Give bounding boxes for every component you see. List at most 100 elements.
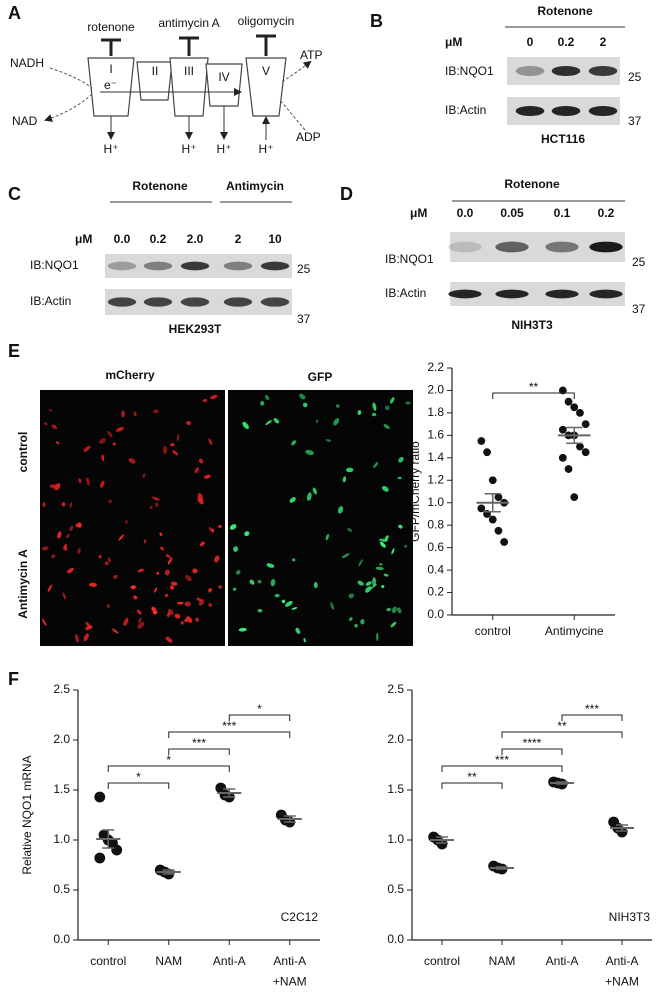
blot-band bbox=[515, 65, 545, 77]
etc-diagram bbox=[44, 34, 312, 140]
blot-band bbox=[551, 105, 581, 117]
cell bbox=[211, 528, 214, 533]
x-tick-label: NAM bbox=[489, 954, 516, 968]
cell-line-label: NIH3T3 bbox=[511, 318, 553, 332]
cell bbox=[153, 409, 159, 414]
cell bbox=[372, 402, 377, 411]
cell bbox=[285, 600, 293, 607]
y-tick-label: 1.0 bbox=[53, 832, 70, 846]
micrographs bbox=[40, 390, 413, 646]
significance-bracket bbox=[441, 765, 563, 772]
cell bbox=[167, 557, 173, 565]
cell bbox=[264, 394, 270, 401]
cell bbox=[381, 585, 385, 589]
cell bbox=[210, 394, 218, 400]
panel-label: B bbox=[370, 11, 383, 31]
y-tick-label: 2.2 bbox=[427, 360, 444, 374]
data-point bbox=[576, 442, 584, 451]
cell bbox=[299, 393, 306, 400]
cell bbox=[101, 454, 105, 462]
panel-label: C bbox=[8, 184, 21, 204]
proton-label: H⁺ bbox=[182, 142, 197, 156]
cell bbox=[289, 497, 296, 503]
cell bbox=[176, 433, 180, 442]
cell bbox=[391, 548, 395, 555]
significance-bracket bbox=[501, 748, 563, 755]
panel-label: E bbox=[8, 341, 20, 361]
y-tick-label: 1.5 bbox=[53, 782, 70, 796]
dose-label: 2 bbox=[600, 35, 607, 49]
x-tick-label: control bbox=[424, 954, 460, 968]
unit-label: μM bbox=[410, 206, 427, 220]
cell bbox=[66, 567, 74, 574]
cell bbox=[66, 533, 70, 539]
cell bbox=[291, 440, 296, 446]
cell bbox=[51, 554, 56, 559]
cell bbox=[155, 502, 159, 507]
proton-label: H⁺ bbox=[259, 142, 274, 156]
cell bbox=[391, 606, 397, 614]
blot-band bbox=[448, 289, 482, 299]
cell bbox=[229, 524, 237, 530]
cell bbox=[196, 597, 202, 602]
marker-label: 37 bbox=[297, 312, 311, 326]
blot-label: IB:NQO1 bbox=[385, 252, 434, 266]
cell bbox=[208, 587, 213, 593]
x-tick-label: Anti-A bbox=[213, 954, 246, 968]
cell bbox=[44, 422, 48, 426]
cell bbox=[165, 593, 168, 597]
marker-label: 25 bbox=[628, 70, 642, 84]
cell bbox=[383, 424, 390, 429]
cell bbox=[137, 621, 145, 629]
cell bbox=[169, 585, 175, 590]
cell bbox=[83, 633, 89, 642]
data-point bbox=[576, 409, 584, 417]
cell bbox=[305, 449, 314, 456]
cell bbox=[302, 402, 308, 408]
cell bbox=[347, 528, 353, 532]
cell bbox=[335, 404, 340, 408]
data-point bbox=[483, 448, 491, 457]
blot-label: IB:Actin bbox=[30, 294, 71, 308]
cell bbox=[358, 559, 363, 567]
marker-label: 25 bbox=[632, 255, 646, 269]
cell bbox=[208, 603, 212, 607]
data-point bbox=[94, 852, 106, 864]
cell-line-label: C2C12 bbox=[281, 910, 319, 924]
cell bbox=[99, 438, 107, 444]
cell bbox=[98, 555, 102, 559]
complex-label: II bbox=[152, 64, 159, 78]
cell bbox=[51, 424, 58, 430]
cell bbox=[378, 563, 383, 566]
electron-label: e⁻ bbox=[104, 78, 117, 92]
cell bbox=[244, 531, 250, 537]
nad-label: NAD bbox=[12, 114, 38, 128]
cell bbox=[162, 445, 168, 455]
cell bbox=[194, 467, 200, 474]
significance-bracket bbox=[492, 392, 575, 399]
significance-bracket bbox=[228, 714, 291, 721]
cell bbox=[69, 525, 74, 532]
cell bbox=[48, 409, 53, 412]
cell bbox=[198, 458, 204, 464]
cell bbox=[390, 621, 397, 628]
significance-bracket bbox=[441, 782, 503, 789]
cell bbox=[333, 418, 340, 426]
cell bbox=[170, 443, 175, 447]
cell bbox=[128, 457, 136, 464]
atp-label: ATP bbox=[300, 48, 322, 62]
complex-label: I bbox=[109, 62, 112, 76]
data-point bbox=[494, 493, 503, 502]
data-point bbox=[564, 465, 573, 473]
micrograph bbox=[40, 390, 225, 518]
dose-label: 2 bbox=[235, 232, 242, 246]
y-tick-label: 1.2 bbox=[427, 472, 444, 486]
blot-band bbox=[545, 289, 579, 299]
cell bbox=[397, 476, 402, 480]
cell bbox=[41, 546, 49, 551]
cell bbox=[156, 571, 160, 575]
cell bbox=[77, 524, 82, 528]
cell bbox=[312, 487, 317, 495]
cell bbox=[372, 577, 377, 587]
cell bbox=[88, 582, 97, 587]
